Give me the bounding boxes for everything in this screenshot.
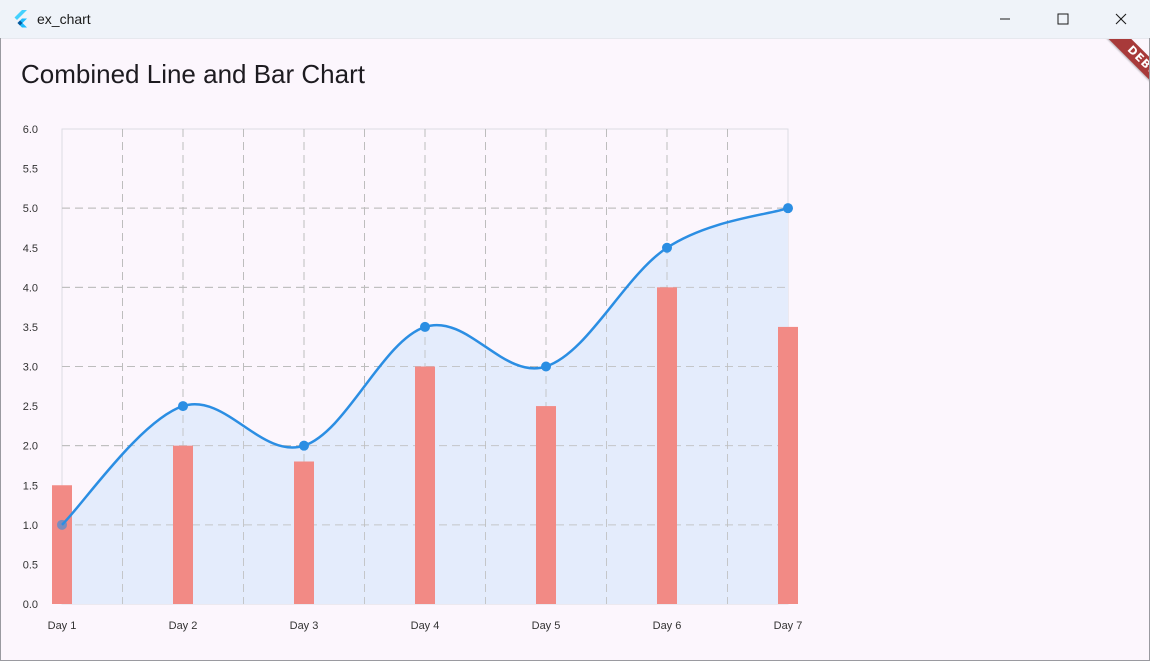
bar (415, 366, 435, 604)
y-tick-label: 4.5 (23, 243, 38, 255)
content-area: Combined Line and Bar Chart 0.0 0.5 1.0 1.5… (0, 39, 1150, 661)
minimize-icon (1000, 18, 1010, 20)
combined-chart: 0.0 0.5 1.0 1.5 2.0 2.5 3.0 3.5 4.0 4.5 5.0 5.5 6.0 D… (23, 124, 803, 632)
maximize-button[interactable] (1034, 0, 1092, 38)
maximize-icon (1057, 13, 1069, 25)
title-bar[interactable]: ex_chart (0, 0, 1150, 39)
y-tick-label: 2.5 (23, 401, 38, 413)
x-tick-label: Day 6 (653, 620, 682, 632)
bar (778, 326, 798, 604)
line-point (541, 361, 551, 372)
y-tick-label: 4.0 (23, 282, 38, 294)
bar (536, 406, 556, 604)
bar (294, 461, 314, 604)
page-title: Combined Line and Bar Chart (21, 59, 365, 89)
x-tick-label: Day 7 (774, 620, 803, 632)
line-point (57, 519, 67, 530)
flutter-logo-icon (14, 10, 27, 28)
y-tick-label: 1.0 (23, 520, 38, 532)
close-button[interactable] (1092, 0, 1150, 38)
line-point (662, 242, 672, 253)
bar (173, 445, 193, 604)
x-tick-label: Day 1 (48, 620, 77, 632)
line-point (420, 321, 430, 332)
line-point (783, 203, 793, 214)
x-tick-label: Day 5 (532, 620, 561, 632)
line-point (299, 440, 309, 451)
window-controls (976, 0, 1150, 38)
y-tick-label: 1.5 (23, 480, 38, 492)
y-tick-label: 0.0 (23, 599, 38, 611)
y-tick-label: 6.0 (23, 124, 38, 136)
y-tick-label: 3.0 (23, 362, 38, 374)
y-tick-label: 3.5 (23, 322, 38, 334)
y-tick-label: 5.5 (23, 164, 38, 176)
x-tick-label: Day 4 (411, 620, 440, 632)
y-tick-label: 2.0 (23, 441, 38, 453)
bar (657, 287, 677, 604)
y-tick-label: 5.0 (23, 203, 38, 215)
y-tick-label: 0.5 (23, 559, 38, 571)
minimize-button[interactable] (976, 0, 1034, 38)
window-title: ex_chart (37, 11, 91, 27)
x-tick-label: Day 3 (290, 620, 319, 632)
line-point (178, 401, 188, 412)
x-tick-label: Day 2 (169, 620, 198, 632)
bar (52, 485, 72, 604)
window-border-left (0, 38, 1, 661)
close-icon (1115, 13, 1127, 25)
